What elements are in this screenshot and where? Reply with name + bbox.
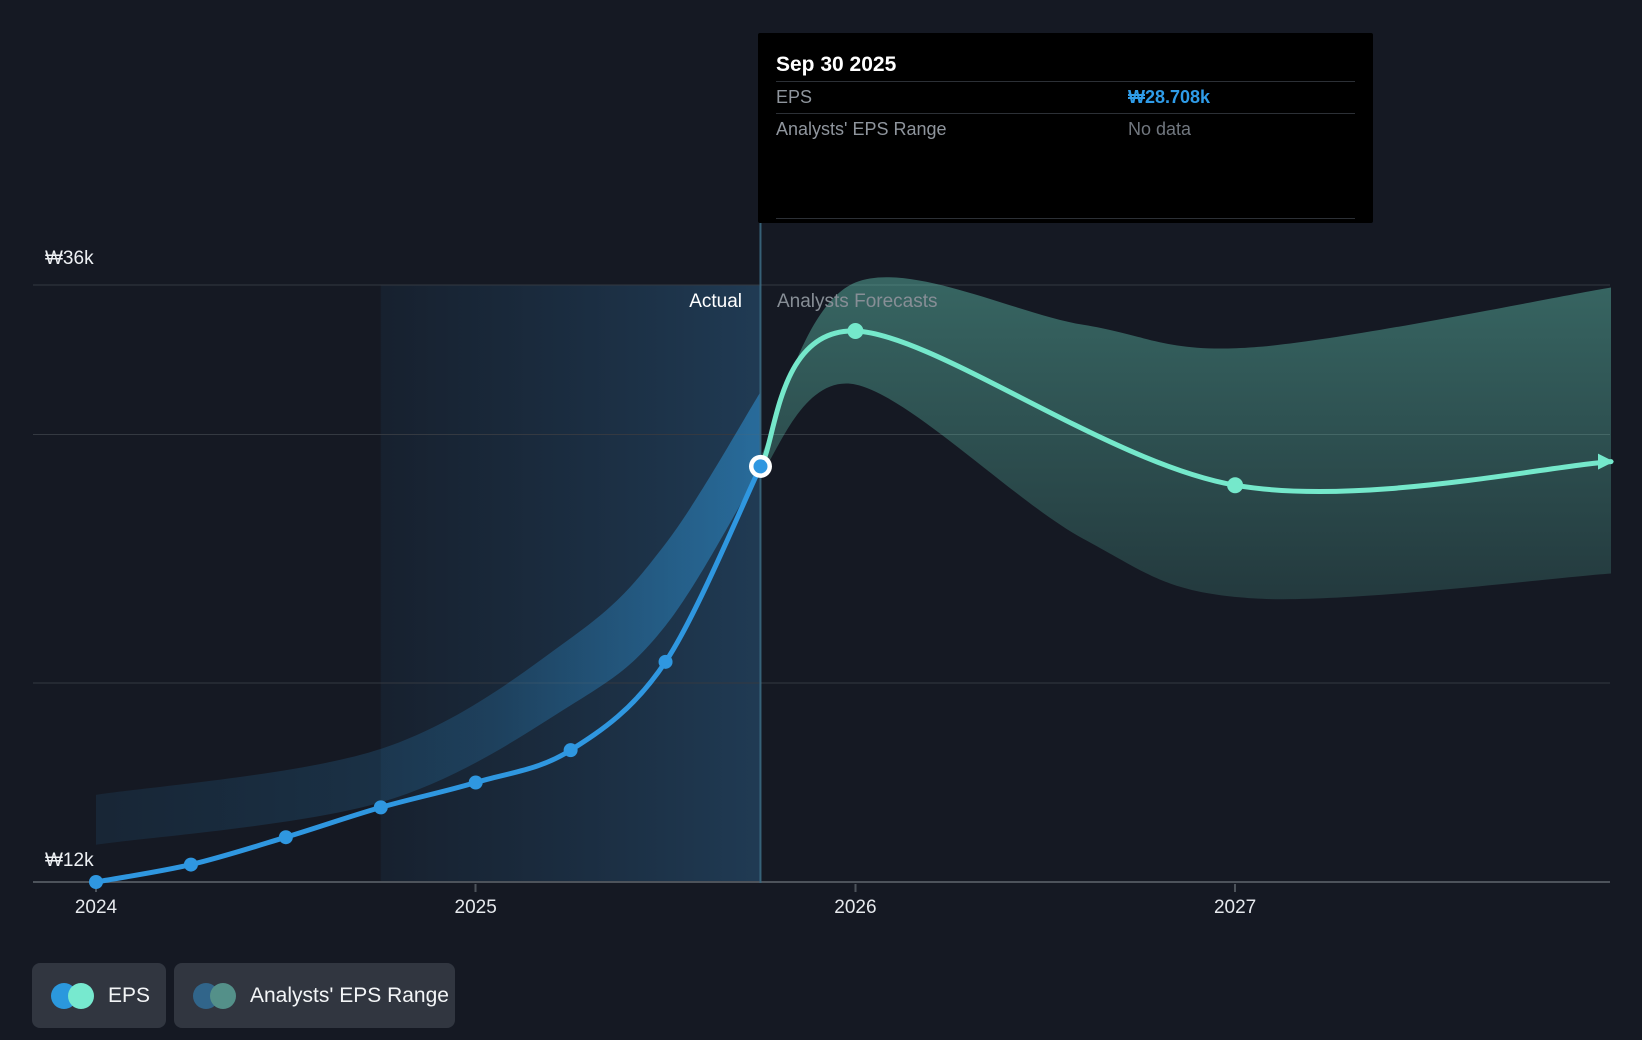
forecast-end-arrow-icon bbox=[1598, 453, 1615, 470]
tooltip-bottom-divider bbox=[776, 218, 1355, 219]
chart-tooltip: Sep 30 2025 EPS ₩28.708k Analysts' EPS R… bbox=[758, 33, 1373, 223]
actual-data-point[interactable] bbox=[183, 857, 198, 872]
x-axis-label-2026: 2026 bbox=[834, 897, 877, 918]
actual-data-point[interactable] bbox=[278, 830, 293, 845]
actual-data-point[interactable] bbox=[658, 654, 673, 669]
eps-actual-line bbox=[93, 463, 763, 885]
tooltip-eps-row: EPS ₩28.708k bbox=[776, 82, 1355, 114]
actual-data-point[interactable] bbox=[468, 775, 483, 790]
actual-data-point[interactable] bbox=[89, 875, 103, 889]
y-axis-label-12k: ₩12k bbox=[45, 850, 94, 871]
x-axis-label-2024: 2024 bbox=[74, 897, 118, 918]
forecast-data-point[interactable] bbox=[1227, 477, 1244, 494]
y-axis-label-36k: ₩36k bbox=[45, 248, 94, 269]
tooltip-range-label: Analysts' EPS Range bbox=[776, 119, 947, 139]
legend-chip-eps[interactable]: EPS bbox=[32, 963, 166, 1028]
eps-forecast-line bbox=[758, 328, 1614, 495]
analysts-forecasts-section-label: Analysts Forecasts bbox=[777, 291, 938, 312]
x-axis-label-2027: 2027 bbox=[1213, 897, 1257, 918]
tooltip-eps-value: ₩28.708k bbox=[1128, 87, 1211, 107]
forecast-data-point[interactable] bbox=[847, 323, 864, 340]
legend-range-label: Analysts' EPS Range bbox=[250, 983, 449, 1007]
analysts-eps-range-band bbox=[760, 277, 1611, 600]
actual-data-point[interactable] bbox=[373, 800, 388, 815]
selected-point-dot[interactable] bbox=[753, 459, 768, 474]
tooltip-eps-label: EPS bbox=[776, 87, 813, 107]
actual-eps-band bbox=[96, 392, 761, 845]
eps-teal-dot-icon bbox=[68, 982, 94, 1009]
legend-chip-analysts-eps-range[interactable]: Analysts' EPS Range bbox=[174, 963, 455, 1028]
actual-data-point[interactable] bbox=[563, 743, 578, 758]
tooltip-range-value: No data bbox=[1128, 119, 1192, 139]
actual-section-label: Actual bbox=[689, 291, 742, 312]
tooltip-range-row: Analysts' EPS Range No data bbox=[776, 114, 1355, 145]
legend-eps-label: EPS bbox=[108, 983, 151, 1007]
range-teal-dot-icon bbox=[210, 982, 236, 1009]
x-axis-label-2025: 2025 bbox=[454, 897, 497, 918]
tooltip-date: Sep 30 2025 bbox=[776, 33, 1355, 82]
highlight-region-last-12m bbox=[380, 285, 761, 883]
